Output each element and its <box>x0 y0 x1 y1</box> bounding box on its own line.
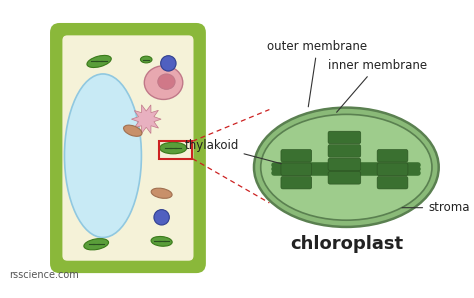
Ellipse shape <box>144 66 183 100</box>
FancyBboxPatch shape <box>377 176 408 189</box>
Ellipse shape <box>160 142 187 154</box>
Text: stroma: stroma <box>402 201 470 214</box>
Text: outer membrane: outer membrane <box>267 40 367 107</box>
Ellipse shape <box>64 74 141 238</box>
Ellipse shape <box>140 56 152 63</box>
FancyBboxPatch shape <box>328 145 361 157</box>
FancyBboxPatch shape <box>281 176 312 189</box>
Ellipse shape <box>151 188 172 198</box>
FancyBboxPatch shape <box>328 172 361 184</box>
FancyBboxPatch shape <box>328 131 361 144</box>
FancyBboxPatch shape <box>62 35 194 262</box>
Circle shape <box>161 56 176 71</box>
Ellipse shape <box>261 114 432 220</box>
FancyBboxPatch shape <box>50 23 206 273</box>
Text: chloroplast: chloroplast <box>290 235 403 253</box>
FancyBboxPatch shape <box>328 158 361 171</box>
Text: inner membrane: inner membrane <box>328 59 427 112</box>
Bar <box>159 141 192 159</box>
FancyBboxPatch shape <box>281 150 312 162</box>
Ellipse shape <box>124 125 142 136</box>
Text: rsscience.com: rsscience.com <box>9 270 79 280</box>
Ellipse shape <box>254 108 439 227</box>
PathPatch shape <box>131 105 161 134</box>
Circle shape <box>154 209 169 225</box>
Ellipse shape <box>158 74 175 89</box>
Ellipse shape <box>87 55 111 68</box>
Text: thylakoid: thylakoid <box>184 139 281 164</box>
FancyBboxPatch shape <box>377 163 408 176</box>
FancyBboxPatch shape <box>281 163 312 176</box>
Ellipse shape <box>151 237 172 246</box>
Ellipse shape <box>84 239 109 250</box>
FancyBboxPatch shape <box>377 150 408 162</box>
